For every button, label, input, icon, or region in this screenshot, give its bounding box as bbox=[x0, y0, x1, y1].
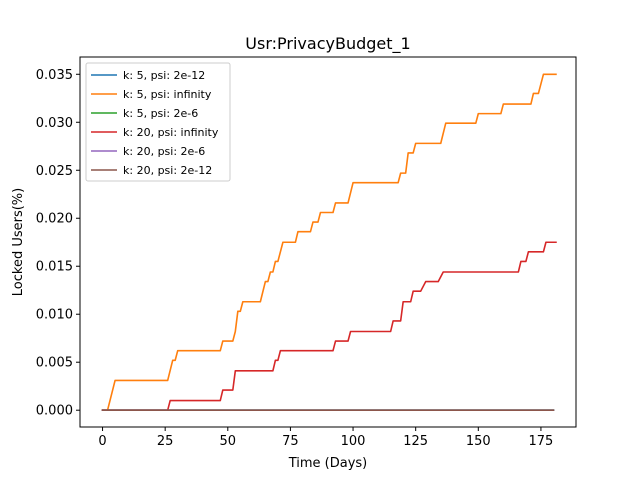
x-tick-label: 0 bbox=[98, 434, 106, 449]
chart-title: Usr:PrivacyBudget_1 bbox=[245, 34, 410, 54]
y-tick-label: 0.025 bbox=[36, 164, 73, 179]
y-tick-label: 0.035 bbox=[36, 68, 73, 83]
legend-label: k: 5, psi: 2e-6 bbox=[123, 107, 198, 120]
x-tick-label: 50 bbox=[220, 434, 237, 449]
x-tick-label: 150 bbox=[466, 434, 491, 449]
y-tick-label: 0.020 bbox=[36, 212, 73, 227]
y-axis-label: Locked Users(%) bbox=[11, 188, 26, 296]
series-layer bbox=[101, 73, 557, 412]
legend: k: 5, psi: 2e-12 k: 5, psi: infinity k: 5,… bbox=[85, 62, 231, 182]
x-tick-label: 75 bbox=[282, 434, 299, 449]
y-tick-label: 0.000 bbox=[36, 404, 73, 419]
legend-frame bbox=[85, 62, 231, 182]
series-line-4 bbox=[101, 241, 557, 412]
x-axis: 0 25 50 75 100 125 150 175 bbox=[98, 427, 553, 449]
legend-label: k: 5, psi: infinity bbox=[123, 88, 212, 101]
x-tick-label: 175 bbox=[529, 434, 554, 449]
x-axis-label: Time (Days) bbox=[288, 456, 368, 471]
plot-frame bbox=[79, 56, 577, 428]
y-tick-label: 0.005 bbox=[36, 356, 73, 371]
series-line-2 bbox=[101, 73, 557, 412]
y-tick-label: 0.015 bbox=[36, 260, 73, 275]
y-axis: 0.000 0.005 0.010 0.015 0.020 0.025 0.030 0.035 bbox=[36, 68, 80, 419]
x-tick-label: 25 bbox=[157, 434, 174, 449]
legend-label: k: 20, psi: 2e-6 bbox=[123, 145, 205, 158]
x-tick-label: 100 bbox=[341, 434, 366, 449]
y-tick-label: 0.010 bbox=[36, 308, 73, 323]
y-tick-label: 0.030 bbox=[36, 116, 73, 131]
legend-label: k: 20, psi: infinity bbox=[123, 126, 219, 139]
x-tick-label: 125 bbox=[403, 434, 428, 449]
legend-label: k: 20, psi: 2e-12 bbox=[123, 164, 212, 177]
legend-label: k: 5, psi: 2e-12 bbox=[123, 69, 205, 82]
